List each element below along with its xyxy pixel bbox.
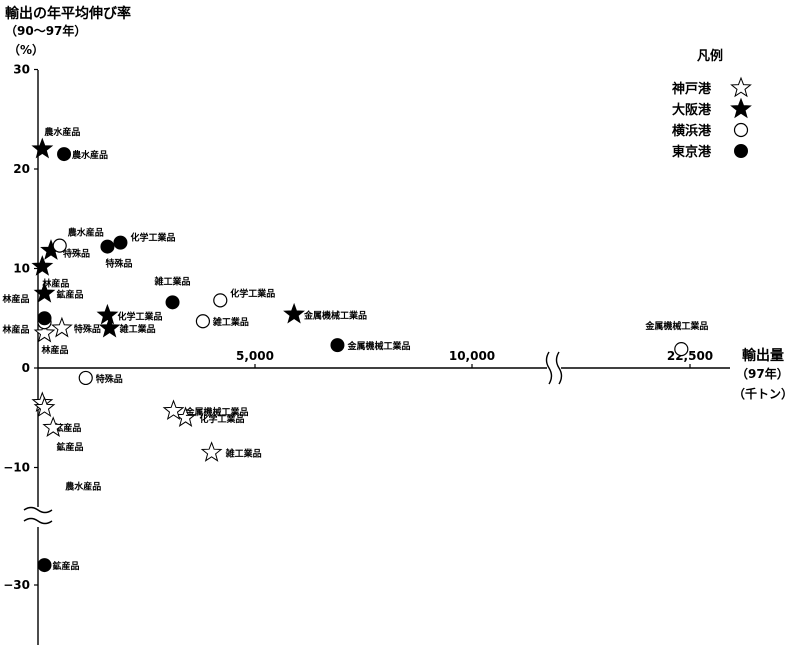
y-axis-break-mark — [23, 506, 53, 514]
data-point-label: 農水産品 — [72, 149, 108, 161]
data-point-star-open — [33, 321, 56, 343]
legend-entry-label: 大阪港 — [672, 102, 712, 118]
axes: 30 20 10 0 −10 −30 5,000 10,000 22,500 神戸港大阪港横浜港東… — [3, 63, 752, 645]
data-point-circle-filled — [37, 558, 52, 573]
data-point-label: 化学工業品 — [200, 413, 245, 425]
data-point-label: 金属機械工業品 — [346, 340, 410, 352]
data-point-label: 雑工業品 — [225, 448, 262, 460]
data-point-star-filled — [96, 303, 119, 325]
data-point-label: 鉱産品 — [57, 441, 84, 453]
data-point-label: 金属機械工業品 — [303, 309, 367, 321]
data-point-label: 特殊品 — [96, 373, 123, 385]
y-tick-label: 30 — [13, 63, 30, 77]
data-point-circle-filled — [165, 295, 180, 310]
data-point-label: 鉱産品 — [53, 560, 80, 572]
legend-marker — [730, 97, 752, 119]
data-point-label: 特殊品 — [105, 258, 132, 270]
data-point-star-filled — [283, 302, 305, 324]
y-axis-period: （90～97年） — [5, 24, 87, 38]
legend-title: 凡例 — [697, 49, 724, 64]
x-axis-period: （97年） — [736, 367, 789, 381]
data-point-label: 鉱産品 — [57, 288, 84, 300]
data-point-star-open — [200, 441, 223, 462]
x-axis-break-mark — [545, 351, 553, 385]
legend-marker — [734, 144, 748, 158]
data-point-label: 雑工業品 — [119, 323, 156, 335]
y-tick-label: 20 — [13, 162, 30, 176]
y-tick-label: −10 — [3, 461, 30, 475]
data-point-label: 特殊品 — [63, 248, 90, 260]
data-point-circle-filled — [113, 235, 128, 250]
legend-entry-label: 神戸港 — [672, 81, 712, 97]
data-point-label: 特殊品 — [74, 323, 101, 335]
y-tick-label: 0 — [22, 361, 30, 375]
y-axis-title: 輸出の年平均伸び率 — [5, 6, 131, 22]
y-tick-label: −30 — [3, 578, 30, 592]
data-point-circle-open — [52, 238, 67, 253]
x-tick-label: 22,500 — [667, 349, 713, 363]
legend-marker — [730, 76, 752, 98]
data-point-circle-filled — [37, 311, 52, 326]
data-point-label: 林産品 — [42, 278, 69, 290]
data-point-label: 化学工業品 — [117, 310, 162, 322]
data-points: 鉱産品鉱産品農水産品特殊品林産品化学工業品雑工業品金属機械工業品農水産品特殊品林… — [3, 126, 708, 573]
x-tick-label: 10,000 — [449, 349, 495, 363]
data-point-circle-filled — [57, 147, 72, 162]
data-point-label: 雑工業品 — [212, 316, 249, 328]
data-point-label: 化学工業品 — [230, 287, 275, 299]
legend-entry-label: 横浜港 — [672, 123, 712, 139]
data-point-star-open — [33, 396, 56, 418]
data-point-star-open — [51, 316, 73, 338]
data-point-circle-filled — [100, 239, 115, 254]
data-point-star-open — [42, 416, 65, 437]
x-axis-unit: （千トン） — [733, 387, 794, 401]
data-point-label: 雑工業品 — [154, 275, 191, 287]
data-point-star-filled — [31, 255, 54, 276]
y-axis-unit: （%） — [8, 43, 45, 57]
data-point-label: 農水産品 — [68, 227, 104, 239]
data-point-circle-open — [78, 370, 93, 386]
data-point-label: 金属機械工業品 — [644, 320, 708, 332]
data-point-star-filled — [33, 281, 56, 303]
data-point-circle-open — [674, 341, 689, 357]
data-point-label: 林産品 — [42, 344, 69, 356]
data-point-star-open — [162, 399, 185, 421]
data-point-label: 林産品 — [3, 323, 30, 335]
data-point-label: 化学工業品 — [130, 232, 175, 244]
y-tick-label: 10 — [13, 262, 30, 276]
data-point-label: 農水産品 — [65, 481, 101, 493]
x-tick-label: 5,000 — [236, 349, 274, 363]
data-point-circle-open — [213, 293, 228, 308]
x-axis-title: 輸出量 — [742, 348, 784, 364]
data-point-label: 林産品 — [3, 293, 30, 305]
data-point-star-filled — [31, 137, 54, 159]
data-point-star-filled — [98, 316, 121, 338]
y-axis-break-mark — [23, 517, 53, 525]
data-point-circle-filled — [330, 338, 345, 353]
x-axis-break-mark — [555, 351, 563, 385]
data-point-circle-open — [195, 314, 211, 329]
legend-marker — [733, 122, 749, 138]
legend-entry-label: 東京港 — [672, 144, 712, 160]
data-point-label: 農水産品 — [44, 126, 80, 138]
data-point-label: 金属機械工業品 — [185, 406, 249, 418]
